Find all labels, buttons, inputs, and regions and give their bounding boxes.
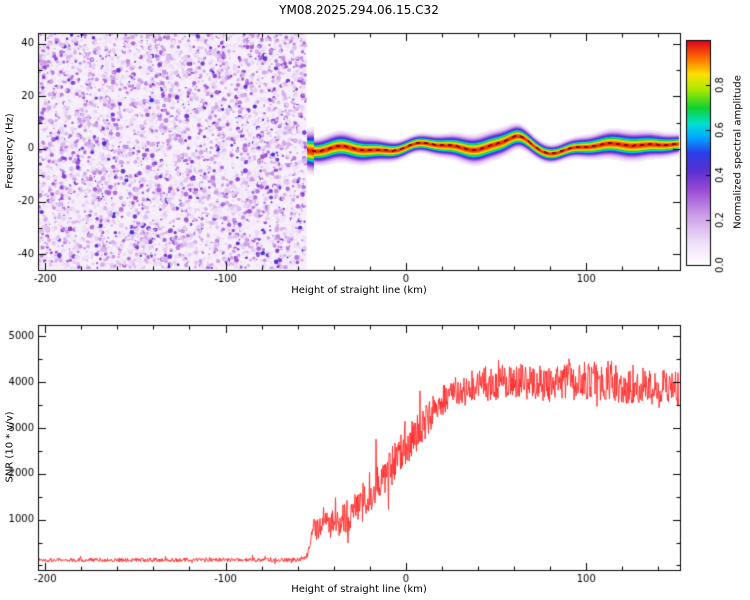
top-x-axis-label: Height of straight line (km) xyxy=(291,285,427,296)
bottom-y-axis-label: SNR (10 * v/v) xyxy=(4,411,16,483)
colorbar-label: Normalized spectral amplitude xyxy=(732,75,744,229)
chart-title: YM08.2025.294.06.15.C32 xyxy=(279,3,439,17)
top-y-axis-label: Frequency (Hz) xyxy=(4,113,16,189)
bottom-x-axis-label: Height of straight line (km) xyxy=(291,584,427,595)
